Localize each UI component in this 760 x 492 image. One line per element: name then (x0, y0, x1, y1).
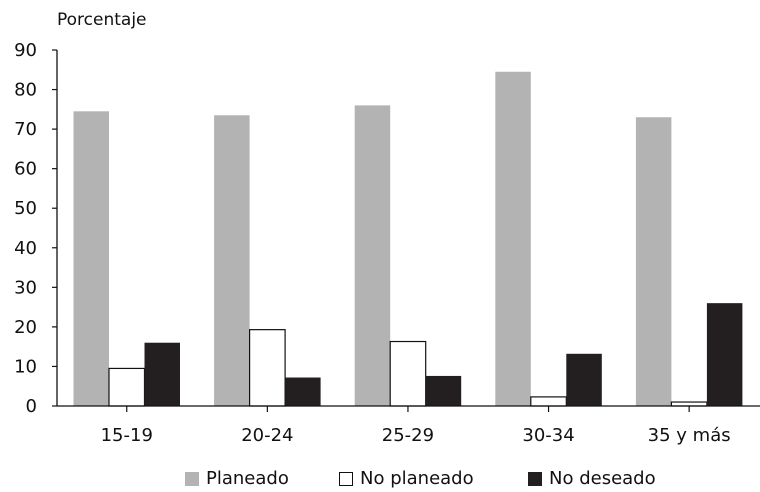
y-tick-label-60: 60 (14, 159, 37, 180)
bar-no-planeado-25-29 (389, 340, 427, 407)
bar-chart: 0 10 20 30 40 50 60 70 80 90 15-19 20-24 25-29 30-34… (14, 40, 760, 446)
legend-label-planeado: Planeado (206, 468, 289, 489)
x-tick-label-25-29: 25-29 (382, 425, 434, 446)
legend-swatch-no-deseado (528, 471, 542, 486)
y-tick-label-50: 50 (14, 198, 37, 219)
bar-planeado-15-19 (73, 111, 109, 407)
x-tick-label-35-y-mas: 35 y más (648, 425, 731, 446)
y-tick-label-10: 10 (14, 356, 37, 377)
y-tick-label-90: 90 (14, 40, 37, 61)
bar-planeado-35-y-mas (635, 117, 672, 406)
bar-no-deseado-35-y-mas (706, 303, 743, 406)
x-tick-label-15-19: 15-19 (101, 425, 153, 446)
legend-label-no-planeado: No planeado (360, 468, 474, 489)
legend-item-planeado: Planeado (185, 468, 289, 489)
y-tick-label-80: 80 (14, 80, 37, 101)
y-tick-label-0: 0 (26, 396, 37, 417)
y-axis-title: Porcentaje (57, 10, 147, 30)
bar-no-planeado-30-34 (530, 396, 567, 407)
legend-item-no-deseado: No deseado (528, 468, 656, 489)
x-axis-ticks: 15-19 20-24 25-29 30-34 35 y más (101, 406, 731, 446)
bar-no-planeado-20-24 (249, 329, 286, 407)
bar-no-deseado-30-34 (566, 353, 602, 406)
bar-planeado-20-24 (214, 115, 250, 407)
legend-swatch-no-planeado (339, 471, 353, 486)
bar-no-planeado-15-19 (108, 367, 146, 407)
y-tick-label-40: 40 (14, 238, 37, 259)
bar-planeado-30-34 (495, 71, 531, 406)
x-tick-label-30-34: 30-34 (522, 425, 574, 446)
legend-swatch-planeado (185, 471, 199, 486)
y-tick-label-30: 30 (14, 277, 37, 298)
bar-no-deseado-25-29 (425, 375, 462, 406)
bars-group (73, 71, 743, 407)
x-tick-label-20-24: 20-24 (241, 425, 293, 446)
bar-no-deseado-15-19 (144, 342, 180, 406)
legend: Planeado No planeado No deseado (0, 468, 760, 492)
legend-label-no-deseado: No deseado (549, 468, 656, 489)
legend-item-no-planeado: No planeado (339, 468, 474, 489)
y-tick-label-20: 20 (14, 317, 37, 338)
y-tick-label-70: 70 (14, 119, 37, 140)
bar-planeado-25-29 (354, 105, 391, 406)
y-axis-ticks: 0 10 20 30 40 50 60 70 80 90 (14, 40, 57, 417)
bar-no-deseado-20-24 (285, 377, 321, 406)
